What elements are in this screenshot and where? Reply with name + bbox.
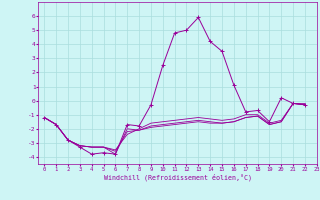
X-axis label: Windchill (Refroidissement éolien,°C): Windchill (Refroidissement éolien,°C) — [104, 173, 252, 181]
